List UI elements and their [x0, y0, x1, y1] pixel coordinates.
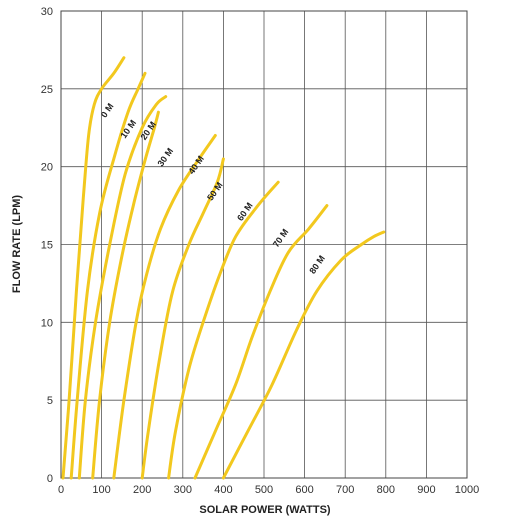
x-tick-label: 400 — [214, 484, 232, 496]
y-tick-label: 5 — [47, 395, 53, 407]
curve-labels: 0 M10 M 20 M30 M 40 M50 M60 M70 M80 M — [99, 101, 327, 275]
y-axis-ticks: 0 5 10 15 20 25 30 — [41, 6, 53, 485]
curve-label: 30 M — [155, 146, 175, 168]
x-tick-label: 300 — [174, 484, 192, 496]
curve-label: 10 M — [118, 118, 138, 140]
y-tick-label: 25 — [41, 84, 53, 96]
x-tick-label: 1000 — [455, 484, 479, 496]
series-line-70m — [193, 204, 329, 480]
x-tick-label: 100 — [92, 484, 110, 496]
y-tick-label: 0 — [47, 473, 53, 485]
plot-frame — [60, 10, 468, 479]
x-axis-ticks: 0 100 200 300 400 500 600 700 800 900 1000 — [58, 484, 479, 496]
series-line-60m — [167, 180, 280, 480]
y-tick-label: 10 — [41, 317, 53, 329]
x-axis-title: SOLAR POWER (WATTS) — [199, 504, 331, 516]
x-tick-label: 800 — [377, 484, 395, 496]
y-tick-label: 30 — [41, 6, 53, 18]
y-tick-label: 20 — [41, 162, 53, 174]
x-tick-label: 900 — [417, 484, 435, 496]
series-line-50m — [140, 157, 225, 480]
curve-label: 50 M — [205, 180, 225, 202]
curve-label: 40 M — [186, 154, 206, 176]
curve-label: 70 M — [271, 227, 291, 249]
x-tick-label: 600 — [295, 484, 313, 496]
series-line-30m — [91, 110, 160, 480]
x-tick-label: 500 — [255, 484, 273, 496]
series-line-0m — [61, 56, 126, 480]
curves — [61, 56, 386, 480]
x-tick-label: 700 — [336, 484, 354, 496]
x-tick-label: 0 — [58, 484, 64, 496]
y-axis-title: FLOW RATE (LPM) — [11, 195, 23, 293]
y-tick-label: 15 — [41, 240, 53, 252]
series-line-20m — [77, 95, 168, 480]
series-line-40m — [112, 134, 217, 480]
curve-label: 80 M — [307, 253, 327, 275]
x-tick-label: 200 — [133, 484, 151, 496]
series-line-10m — [69, 71, 147, 480]
series-line-80m — [221, 230, 386, 480]
